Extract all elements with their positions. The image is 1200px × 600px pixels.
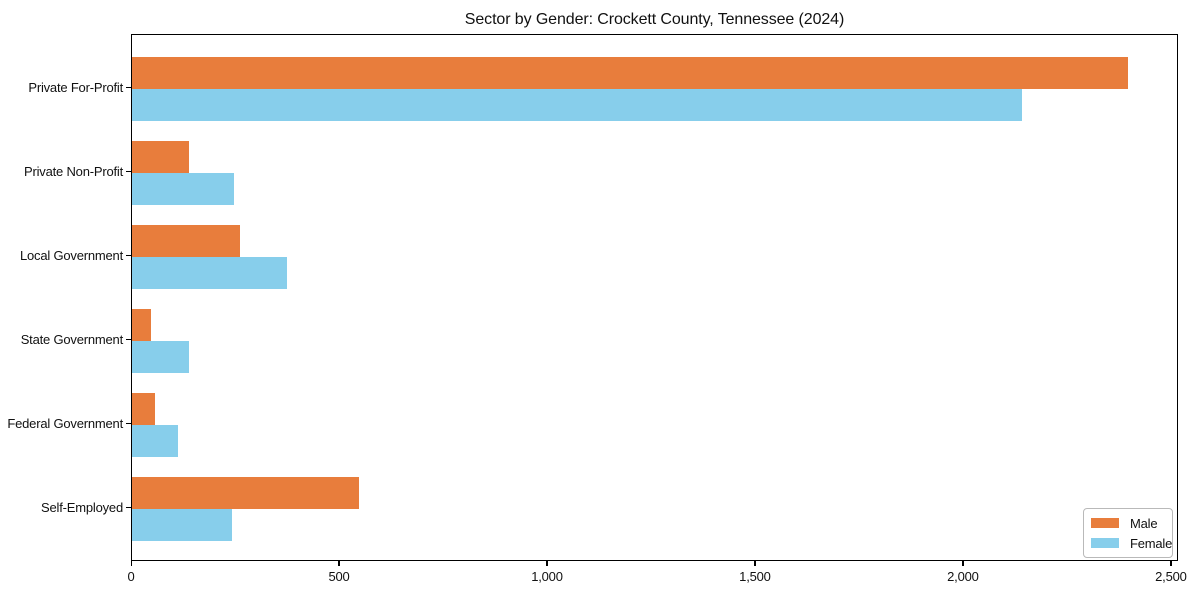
chart-title: Sector by Gender: Crockett County, Tenne…	[464, 11, 845, 28]
legend-label: Female	[1130, 535, 1173, 551]
x-tick-label: 0	[127, 569, 135, 584]
x-tick-mark	[754, 561, 756, 566]
bar-female	[132, 173, 235, 205]
y-tick-label: Self-Employed	[41, 500, 123, 515]
y-tick-mark	[126, 87, 131, 89]
y-tick-mark	[126, 171, 131, 173]
bar-female	[132, 89, 1023, 121]
bar-female	[132, 425, 178, 457]
legend-label: Male	[1130, 515, 1158, 531]
y-tick-label: Private Non-Profit	[24, 164, 123, 179]
y-tick-label: Federal Government	[7, 416, 123, 431]
bar-male	[132, 393, 156, 425]
x-tick-label: 2,000	[947, 569, 979, 584]
y-tick-mark	[126, 507, 131, 509]
x-tick-mark	[546, 561, 548, 566]
y-tick-label: Local Government	[19, 248, 123, 263]
x-tick-label: 1,500	[739, 569, 771, 584]
legend: Male Female	[1083, 508, 1173, 558]
bar-male	[132, 477, 360, 509]
bar-female	[132, 509, 232, 541]
bar-male	[132, 225, 241, 257]
bar-male	[132, 57, 1129, 89]
legend-item-male: Male	[1091, 515, 1164, 531]
y-tick-label: State Government	[20, 332, 124, 347]
x-tick-mark	[338, 561, 340, 566]
x-tick-mark	[130, 561, 132, 566]
y-tick-mark	[126, 255, 131, 257]
y-tick-mark	[126, 423, 131, 425]
bar-male	[132, 309, 152, 341]
legend-swatch-female	[1091, 538, 1119, 548]
legend-item-female: Female	[1091, 535, 1172, 551]
x-tick-mark	[1170, 561, 1172, 566]
legend-swatch-male	[1091, 518, 1119, 528]
plot-area	[131, 34, 1178, 561]
x-tick-label: 2,500	[1155, 569, 1187, 584]
x-tick-mark	[962, 561, 964, 566]
bar-female	[132, 257, 288, 289]
y-tick-label: Private For-Profit	[28, 80, 123, 95]
y-tick-mark	[126, 339, 131, 341]
bar-male	[132, 141, 190, 173]
x-tick-label: 500	[328, 569, 350, 584]
bar-female	[132, 341, 190, 373]
x-tick-label: 1,000	[531, 569, 563, 584]
